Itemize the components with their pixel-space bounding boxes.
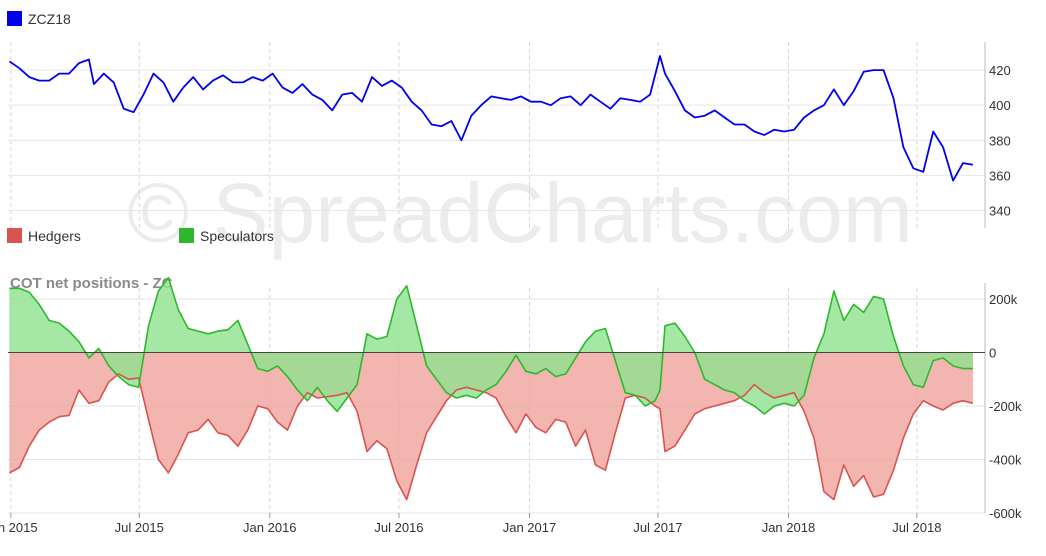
legend-swatch-speculators[interactable] <box>179 228 194 243</box>
x-axis: Jan 2015 Jul 2015 Jan 2016 Jul 2016 Jan 2017… <box>0 513 941 535</box>
x-tick-label: Jan 2015 <box>0 520 38 535</box>
price-y-axis: 340 360 380 400 420 <box>989 63 1011 218</box>
y-tick-label: 420 <box>989 63 1011 78</box>
x-tick-label: Jan 2016 <box>243 520 297 535</box>
x-tick-label: Jul 2016 <box>374 520 423 535</box>
x-tick-label: Jan 2017 <box>503 520 557 535</box>
cot-panel-title: COT net positions - ZC <box>10 275 173 292</box>
legend-swatch-zcz18[interactable] <box>7 11 22 26</box>
area-fill-speculators <box>9 277 973 414</box>
y-tick-label: 360 <box>989 168 1011 183</box>
y-tick-label: 380 <box>989 133 1011 148</box>
watermark: © SpreadCharts.com <box>127 166 913 260</box>
y-tick-label: -400k <box>989 453 1022 468</box>
price-chart-panel: 340 360 380 400 420 ZCZ18 <box>7 11 1011 228</box>
legend-label-speculators[interactable]: Speculators <box>200 228 274 244</box>
cot-y-axis: 200k 0 -200k -400k -600k <box>989 292 1022 521</box>
legend-swatch-hedgers[interactable] <box>7 228 22 243</box>
y-tick-label: 0 <box>989 346 996 361</box>
y-tick-label: 200k <box>989 292 1018 307</box>
price-grid <box>8 42 986 228</box>
x-tick-label: Jul 2018 <box>892 520 941 535</box>
price-series <box>8 55 974 182</box>
price-legend[interactable]: ZCZ18 <box>7 11 71 27</box>
price-line-zcz18 <box>8 55 974 182</box>
y-tick-label: 340 <box>989 203 1011 218</box>
y-tick-label: 400 <box>989 98 1011 113</box>
legend-label-hedgers[interactable]: Hedgers <box>28 228 81 244</box>
cot-legend[interactable]: Hedgers Speculators <box>7 228 274 244</box>
x-tick-label: Jan 2018 <box>762 520 816 535</box>
area-line-speculators <box>9 276 973 415</box>
y-tick-label: -200k <box>989 399 1022 414</box>
y-tick-label: -600k <box>989 506 1022 521</box>
cot-series <box>8 276 985 501</box>
x-tick-label: Jul 2017 <box>633 520 682 535</box>
cot-chart-panel: Hedgers Speculators COT net positions - … <box>7 228 1022 521</box>
area-line-hedgers <box>9 373 974 501</box>
x-tick-label: Jul 2015 <box>115 520 164 535</box>
legend-label-zcz18[interactable]: ZCZ18 <box>28 11 71 27</box>
